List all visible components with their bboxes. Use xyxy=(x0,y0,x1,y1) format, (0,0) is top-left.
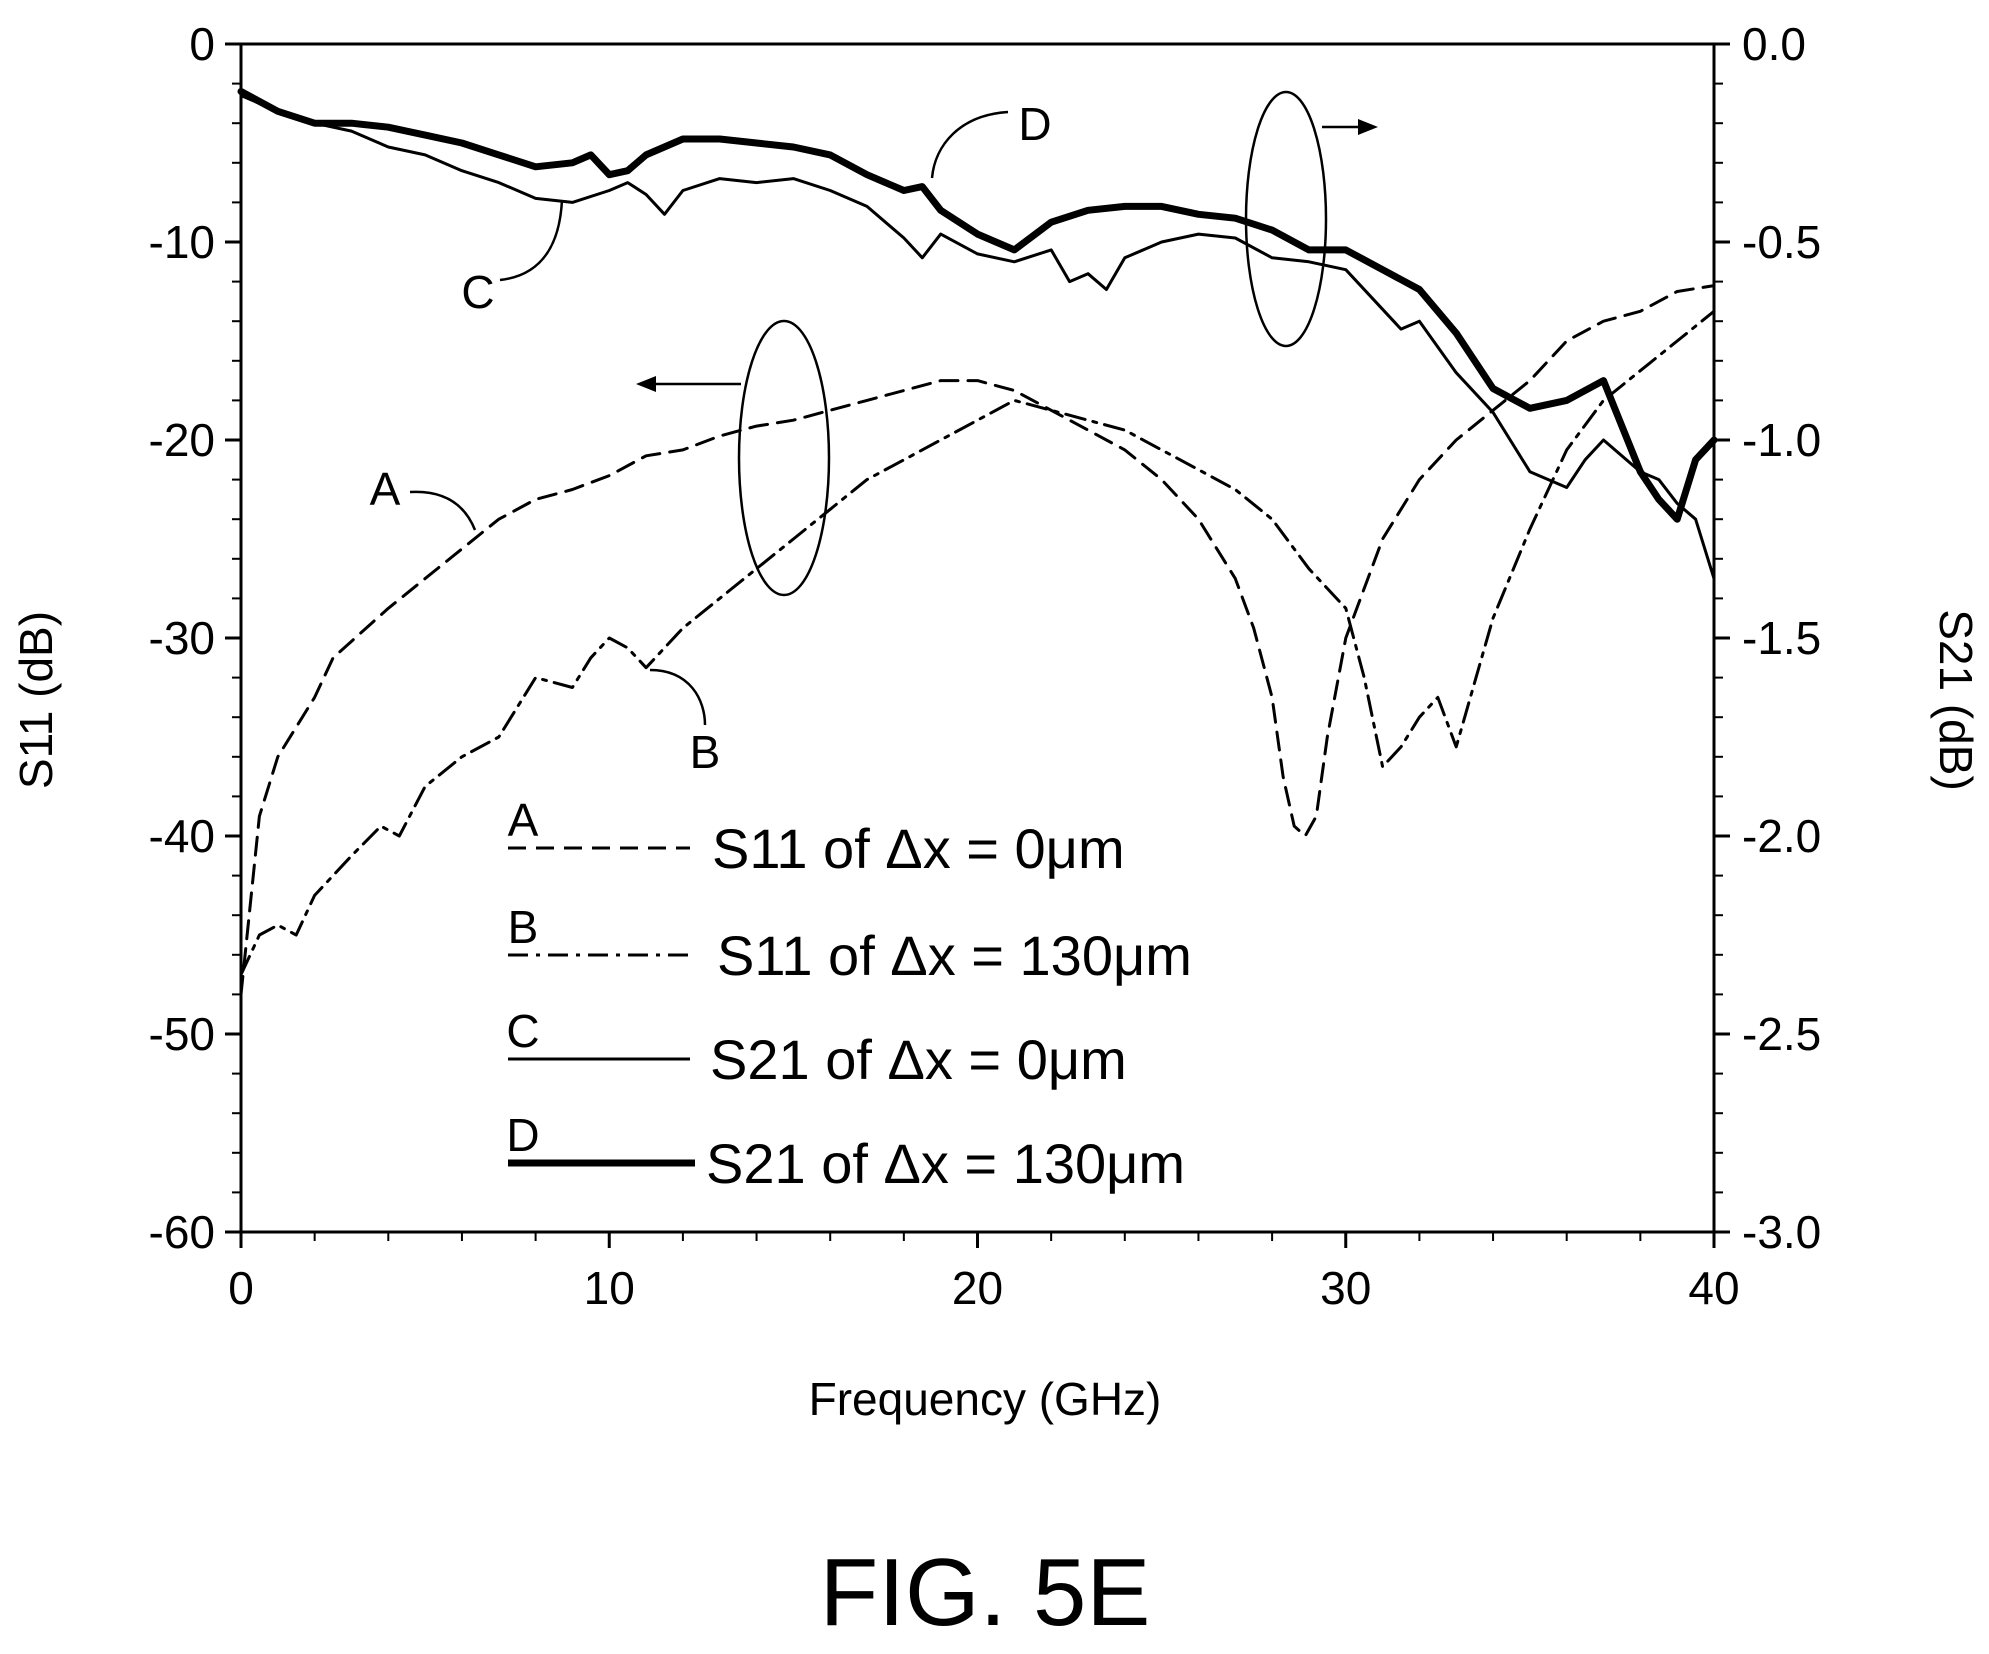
x-axis-title: Frequency (GHz) xyxy=(809,1373,1162,1425)
series-line-d xyxy=(237,88,1718,523)
legend-letter-b: B xyxy=(508,901,539,953)
arrowhead-left-icon xyxy=(636,376,656,392)
y-right-tick-label: 0.0 xyxy=(1742,18,1806,70)
legend-letter-c: C xyxy=(506,1005,539,1057)
annotation-letter-c: C xyxy=(461,266,494,318)
x-tick-label: 30 xyxy=(1320,1262,1371,1314)
y-left-tick-label: -50 xyxy=(149,1008,215,1060)
figure-caption: FIG. 5E xyxy=(820,1539,1151,1646)
y-left-tick-label: 0 xyxy=(189,18,215,70)
y-right-axis-ticks: 0.0 -0.5 -1.0 -1.5 -2.0 -2.5 -3.0 xyxy=(1714,18,1821,1258)
y-left-tick-label: -40 xyxy=(149,810,215,862)
y-right-tick-label: -2.5 xyxy=(1742,1008,1821,1060)
annotation-layer: A B C D xyxy=(370,90,1378,778)
y-right-tick-label: -1.0 xyxy=(1742,414,1821,466)
series-line-c xyxy=(239,94,1716,581)
annotation-letter-b: B xyxy=(690,726,721,778)
legend-label-d: S21 of Δx = 130μm xyxy=(706,1132,1185,1195)
leader-line-a xyxy=(409,490,477,531)
legend-label-b: S11 of Δx = 130μm xyxy=(717,924,1192,987)
y-right-tick-label: -2.0 xyxy=(1742,810,1821,862)
x-tick-label: 40 xyxy=(1688,1262,1739,1314)
y-right-tick-label: -1.5 xyxy=(1742,612,1821,664)
annotation-letter-d: D xyxy=(1018,98,1051,150)
y-left-axis-title: S11 (dB) xyxy=(10,611,62,789)
y-left-tick-label: -30 xyxy=(149,612,215,664)
arrowhead-right-icon xyxy=(1358,119,1378,135)
series-layer xyxy=(237,88,1718,996)
y-right-tick-label: -3.0 xyxy=(1742,1206,1821,1258)
group-ellipse-s21 xyxy=(1244,90,1328,348)
series-line-a xyxy=(239,284,1716,996)
legend-letter-d: D xyxy=(506,1109,539,1161)
leader-line-b xyxy=(649,668,707,726)
y-left-tick-label: -60 xyxy=(149,1206,215,1258)
y-right-tick-label: -0.5 xyxy=(1742,216,1821,268)
y-right-axis-title: S21 (dB) xyxy=(1930,609,1982,791)
legend-label-a: S11 of Δx = 0μm xyxy=(712,817,1125,880)
x-tick-label: 0 xyxy=(228,1262,254,1314)
x-tick-label: 10 xyxy=(584,1262,635,1314)
x-axis-ticks: 0 10 20 30 40 xyxy=(228,1232,1740,1314)
group-ellipse-s11 xyxy=(737,319,831,597)
legend-letter-a: A xyxy=(508,794,539,846)
leader-line-c xyxy=(499,199,564,282)
annotation-letter-a: A xyxy=(370,463,401,515)
y-left-tick-label: -10 xyxy=(149,216,215,268)
y-left-axis-ticks: 0 -10 -20 -30 -40 -50 -60 xyxy=(149,18,241,1258)
y-left-tick-label: -20 xyxy=(149,414,215,466)
legend-label-c: S21 of Δx = 0μm xyxy=(710,1028,1127,1091)
series-line-b xyxy=(239,309,1716,977)
x-tick-label: 20 xyxy=(952,1262,1003,1314)
leader-line-d xyxy=(930,110,1009,179)
legend: A S11 of Δx = 0μm B S11 of Δx = 130μm C S21 o… xyxy=(506,794,1192,1195)
